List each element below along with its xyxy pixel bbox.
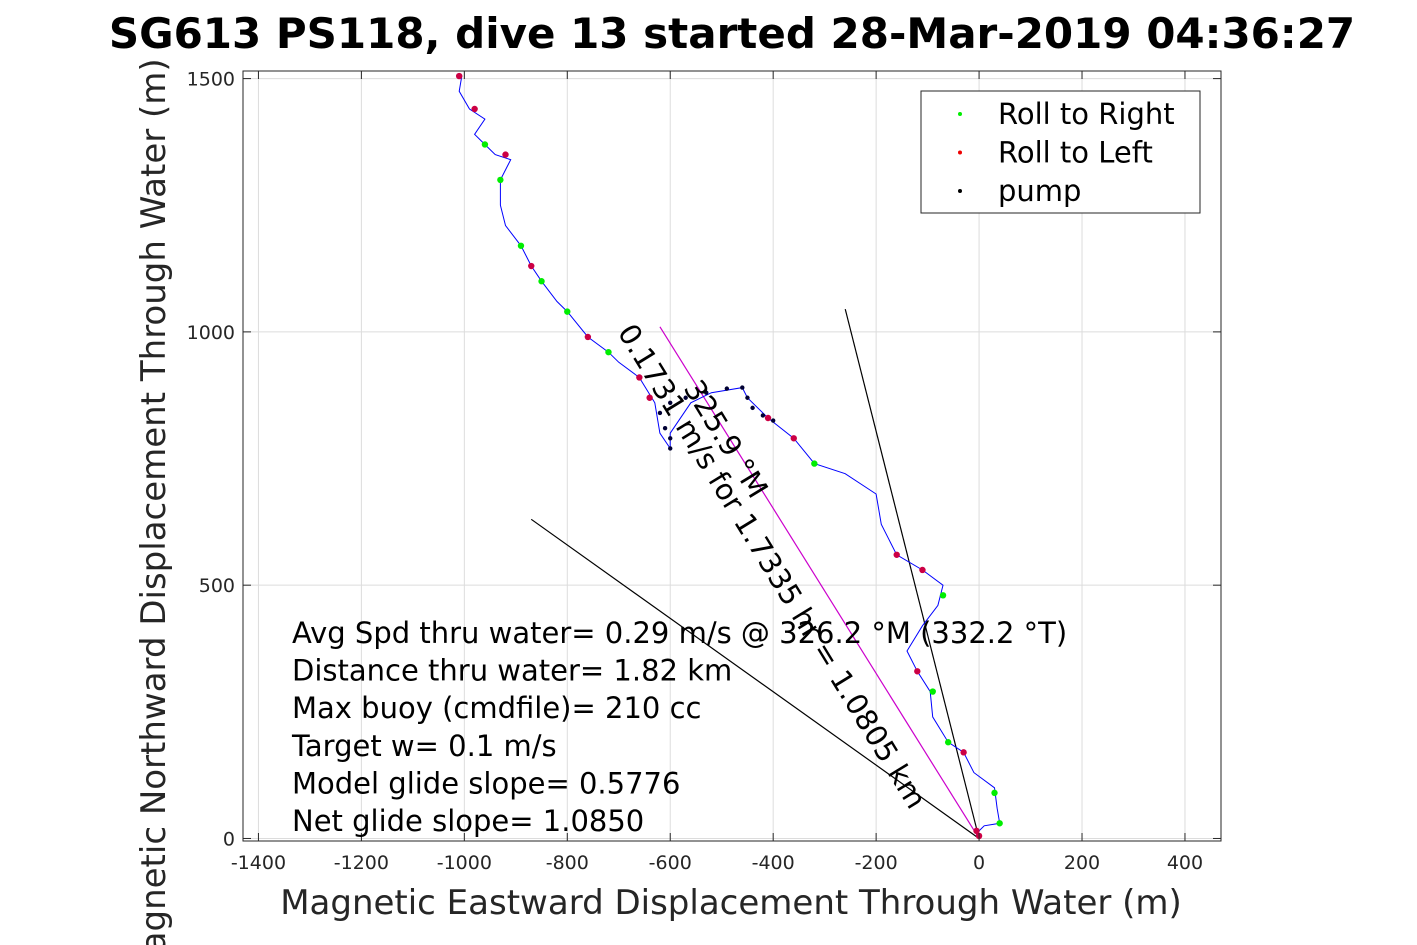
y-tick-label: 500 <box>199 575 235 597</box>
roll-left-point <box>636 374 643 381</box>
roll-right-point <box>996 820 1003 827</box>
y-axis-label: Magnetic Northward Displacement Through … <box>134 58 174 945</box>
x-tick-label: -200 <box>855 852 898 874</box>
roll-right-point <box>538 278 545 285</box>
roll-left-point <box>790 435 797 442</box>
legend-label: Roll to Left <box>998 136 1153 170</box>
series-layer <box>455 72 1003 840</box>
x-axis-label: Magnetic Eastward Displacement Through W… <box>280 883 1182 923</box>
stats-line: Target w= 0.1 m/s <box>291 729 557 763</box>
y-tick-labels: 0 500 1000 1500 <box>187 69 235 851</box>
pump-point <box>750 405 755 411</box>
y-tick-label: 1000 <box>187 322 235 344</box>
stats-annotations: Avg Spd thru water= 0.29 m/s @ 326.2 °M … <box>291 616 1067 838</box>
y-tick-label: 0 <box>223 828 235 850</box>
roll-left-point <box>471 105 478 113</box>
stats-line: Avg Spd thru water= 0.29 m/s @ 326.2 °M … <box>292 616 1067 650</box>
roll-left-point <box>960 749 967 756</box>
pump-point <box>704 390 709 395</box>
chart-title: SG613 PS118, dive 13 started 28-Mar-2019… <box>109 9 1355 58</box>
stats-line: Model glide slope= 0.5776 <box>292 766 680 800</box>
pump-point <box>724 386 730 391</box>
roll-right-point <box>481 141 489 148</box>
stats-line: Net glide slope= 1.0850 <box>292 804 644 838</box>
legend-marker <box>958 189 962 193</box>
roll-left-point <box>973 827 980 835</box>
roll-left-point <box>914 668 921 675</box>
x-tick-label: 200 <box>1064 852 1100 874</box>
bearing-line-1 <box>844 308 980 839</box>
roll-right-point <box>517 242 525 249</box>
legend-label: Roll to Right <box>998 97 1175 131</box>
roll-left-point <box>893 551 900 558</box>
roll-right-point <box>605 348 612 356</box>
plot-frame <box>242 70 1222 842</box>
x-tick-label: -600 <box>649 852 692 874</box>
pump-point <box>683 395 688 400</box>
roll-right-point <box>939 592 947 599</box>
roll-left-point <box>502 151 509 158</box>
reference-lines <box>530 308 980 839</box>
roll-right-point <box>944 739 952 746</box>
pump-point <box>668 400 673 406</box>
pump-point <box>662 425 668 431</box>
x-tick-labels: -1400 -1200 -1000 -800 -600 -400 -200 0 200 400 <box>231 852 1203 874</box>
pump-point <box>668 446 673 451</box>
pump-point <box>668 436 673 441</box>
x-tick-label: -400 <box>752 852 795 874</box>
roll-left-point <box>764 414 772 422</box>
legend-box <box>920 90 1201 214</box>
bearing-line-2 <box>530 518 980 839</box>
stats-line: Max buoy (cmdfile)= 210 cc <box>292 691 701 725</box>
roll-left-point <box>584 333 592 341</box>
roll-left-point <box>919 566 926 574</box>
x-tick-label: 400 <box>1167 852 1203 874</box>
roll-left-point <box>455 72 463 80</box>
roll-right-point <box>497 176 504 184</box>
roll-right-point <box>929 688 936 695</box>
x-tick-label: -1000 <box>437 852 492 874</box>
pump-point <box>657 410 663 416</box>
pump-point <box>760 413 766 418</box>
pump-point <box>740 385 745 390</box>
stats-line: Distance thru water= 1.82 km <box>292 654 732 688</box>
legend-label: pump <box>998 174 1081 208</box>
legend: Roll to Right Roll to Left pump <box>920 90 1201 214</box>
y-tick-label: 1500 <box>187 69 235 91</box>
pump-point <box>745 395 750 400</box>
legend-marker <box>958 150 962 155</box>
roll-right-point <box>811 460 818 467</box>
roll-left-point <box>528 262 535 270</box>
x-tick-label: -800 <box>546 852 589 874</box>
legend-marker <box>958 112 962 116</box>
x-tick-label: -1400 <box>231 852 286 874</box>
roll-left-point <box>646 394 653 401</box>
x-tick-label: -1200 <box>334 852 389 874</box>
roll-right-point <box>564 308 571 315</box>
x-tick-label: 0 <box>973 852 985 874</box>
tick-marks <box>243 71 1221 841</box>
roll-right-point <box>991 789 998 797</box>
heading-line <box>659 326 980 839</box>
pump-point <box>770 418 776 423</box>
